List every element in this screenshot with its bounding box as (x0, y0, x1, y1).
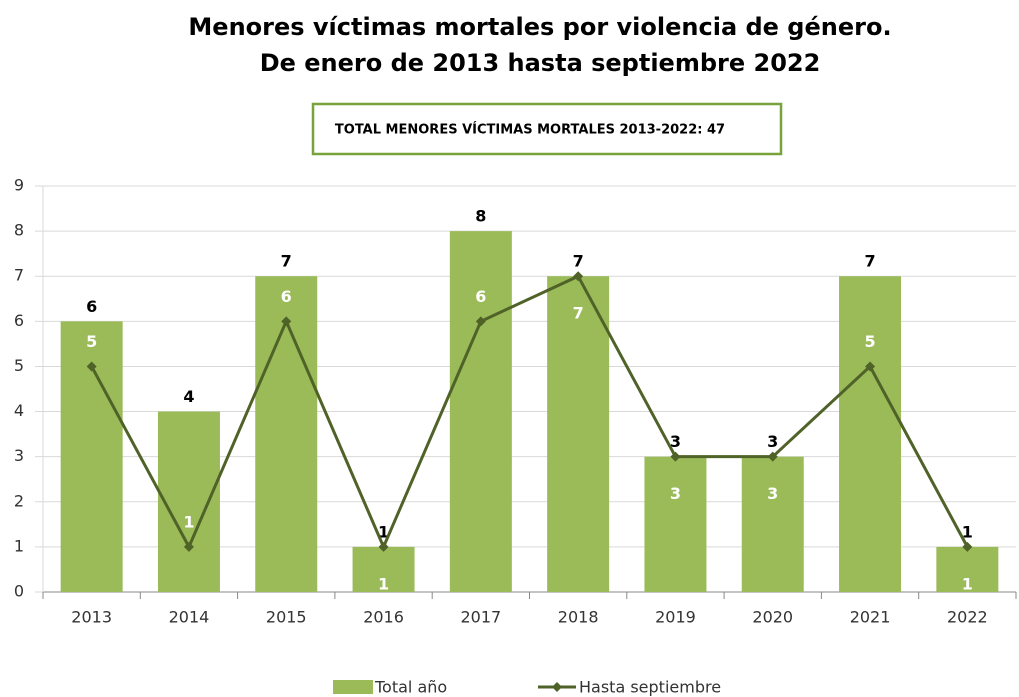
data-label: 3 (670, 432, 681, 451)
data-label: 4 (183, 387, 194, 406)
marker (183, 541, 194, 552)
marker (670, 451, 681, 462)
y-tick-label: 2 (14, 491, 24, 510)
legend-marker (552, 682, 562, 692)
bar (741, 456, 804, 592)
bar (936, 546, 999, 592)
y-tick-label: 7 (14, 266, 24, 285)
y-tick-label: 8 (14, 221, 24, 240)
x-tick-label: 2022 (947, 608, 988, 627)
chart-title: Menores víctimas mortales por violencia … (188, 13, 891, 41)
chart-title: De enero de 2013 hasta septiembre 2022 (260, 49, 821, 77)
marker (767, 451, 778, 462)
data-label: 7 (573, 304, 584, 323)
x-tick-label: 2013 (71, 608, 112, 627)
x-tick-label: 2021 (850, 608, 891, 627)
x-tick-label: 2019 (655, 608, 696, 627)
marker (962, 541, 973, 552)
bar (157, 411, 220, 592)
bar (839, 276, 902, 592)
bar (352, 546, 415, 592)
data-label: 7 (864, 252, 875, 271)
bar (449, 231, 512, 592)
data-label: 6 (475, 287, 486, 306)
data-label: 5 (86, 332, 97, 351)
data-label: 1 (378, 574, 389, 593)
marker (281, 316, 292, 327)
x-tick-label: 2020 (752, 608, 793, 627)
data-label: 7 (281, 252, 292, 271)
marker (378, 541, 389, 552)
y-tick-label: 4 (14, 401, 24, 420)
marker (865, 361, 876, 372)
bar (255, 276, 318, 592)
data-label: 3 (670, 484, 681, 503)
data-label: 7 (573, 252, 584, 271)
bar (547, 276, 610, 592)
x-tick-label: 2015 (266, 608, 307, 627)
data-label: 1 (962, 574, 973, 593)
legend-label: Hasta septiembre (579, 678, 721, 697)
x-tick-label: 2016 (363, 608, 404, 627)
marker (86, 361, 97, 372)
marker (573, 271, 584, 282)
data-label: 1 (183, 512, 194, 531)
data-label: 8 (475, 207, 486, 226)
annotation: TOTAL MENORES VÍCTIMAS MORTALES 2013-202… (335, 122, 725, 138)
data-label: 6 (86, 297, 97, 316)
marker (475, 316, 486, 327)
y-tick-label: 0 (14, 582, 24, 601)
data-label: 1 (962, 522, 973, 541)
x-tick-label: 2017 (460, 608, 501, 627)
y-tick-label: 1 (14, 536, 24, 555)
legend-swatch (333, 680, 373, 694)
data-label: 3 (767, 484, 778, 503)
data-label: 6 (281, 287, 292, 306)
data-label: 5 (864, 332, 875, 351)
line (90, 274, 969, 551)
y-tick-label: 9 (14, 176, 24, 195)
x-tick-label: 2014 (169, 608, 210, 627)
y-tick-label: 6 (14, 311, 24, 330)
y-tick-label: 5 (14, 356, 24, 375)
data-label: 1 (378, 522, 389, 541)
y-tick-label: 3 (14, 446, 24, 465)
x-tick-label: 2018 (558, 608, 599, 627)
bar (644, 456, 707, 592)
annotation-box (311, 102, 783, 156)
legend-label: Total año (374, 678, 447, 697)
data-label: 3 (767, 432, 778, 451)
